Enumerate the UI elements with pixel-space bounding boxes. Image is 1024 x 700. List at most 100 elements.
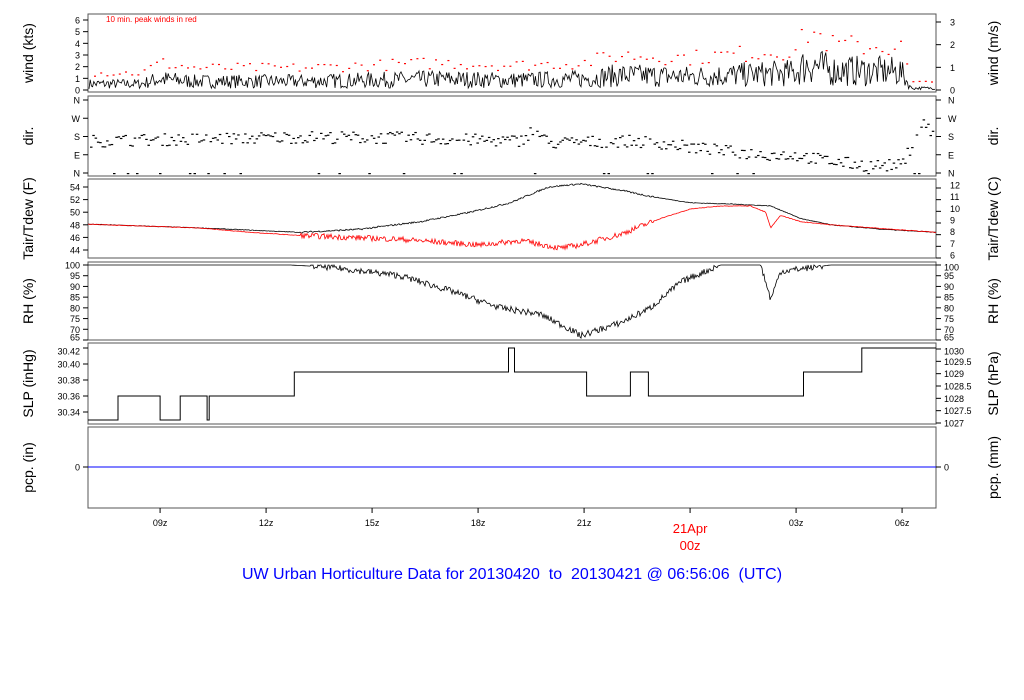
- direction-point: [262, 134, 265, 136]
- direction-point: [625, 146, 629, 148]
- direction-point: [418, 139, 422, 141]
- slp-ylabel-left: SLP (inHg): [20, 349, 36, 417]
- peak-wind-point: [193, 66, 196, 68]
- direction-point: [241, 142, 245, 144]
- rh-tick-label: 95: [70, 271, 80, 281]
- direction-point: [361, 138, 364, 140]
- direction-point: [435, 139, 438, 141]
- rh-tick-label: 75: [70, 314, 80, 324]
- peak-wind-point: [745, 60, 747, 62]
- direction-point: [899, 163, 903, 165]
- rh-tick-label: 65: [70, 333, 80, 343]
- direction-point: [264, 134, 268, 137]
- rh-panel-frame: [87, 261, 937, 341]
- direction-point: [777, 158, 781, 160]
- direction-point: [400, 131, 403, 133]
- direction-point: [145, 138, 148, 141]
- direction-point: [602, 173, 606, 175]
- wind-tick-label-right: 1: [950, 63, 955, 73]
- temp-tick-label-right: 12: [950, 181, 960, 191]
- direction-point: [248, 138, 252, 140]
- rh-tick-label-right: 65: [944, 333, 954, 343]
- direction-point: [897, 159, 900, 161]
- direction-point: [561, 139, 564, 141]
- direction-point: [474, 133, 477, 135]
- direction-point: [809, 161, 813, 163]
- peak-wind-point: [621, 55, 623, 58]
- direction-point: [499, 142, 502, 144]
- temp-tick-label-right: 9: [950, 216, 955, 226]
- dir-tick-label: W: [72, 114, 81, 124]
- peak-wind-point: [131, 74, 134, 76]
- slp-tick-label-right: 1029.5: [944, 357, 972, 367]
- direction-point: [694, 152, 698, 154]
- peak-wind-point: [94, 75, 96, 77]
- direction-point: [221, 142, 224, 144]
- peak-wind-point: [658, 60, 661, 63]
- peak-wind-point: [552, 67, 555, 69]
- slp-tick-label-right: 1028.5: [944, 382, 972, 392]
- direction-point: [320, 132, 323, 134]
- peak-wind-point: [652, 57, 654, 59]
- direction-point: [409, 139, 413, 141]
- direction-point: [285, 133, 288, 136]
- temp-tick-label: 48: [70, 220, 80, 230]
- direction-point: [179, 140, 183, 142]
- direction-point: [244, 133, 247, 135]
- direction-point: [754, 156, 758, 158]
- peak-wind-point: [546, 61, 549, 64]
- direction-point: [522, 143, 525, 145]
- wind-ylabel-left: wind (kts): [20, 23, 36, 84]
- wind-tick-label-right: 3: [950, 18, 955, 28]
- x-tick-label: 21z: [577, 518, 592, 528]
- dir-ylabel-left: dir.: [20, 127, 36, 146]
- direction-point: [326, 134, 330, 136]
- direction-point: [885, 170, 889, 172]
- peak-wind-point: [497, 69, 499, 72]
- direction-point: [720, 149, 723, 151]
- peak-wind-point: [205, 66, 208, 69]
- direction-point: [814, 162, 817, 164]
- slp-tick-label-right: 1028: [944, 394, 964, 404]
- peak-wind-point: [373, 64, 375, 66]
- direction-point: [690, 143, 693, 145]
- direction-point: [780, 153, 783, 156]
- peak-wind-point: [788, 56, 791, 58]
- direction-point: [763, 156, 767, 159]
- peak-wind-point: [800, 28, 803, 31]
- direction-point: [448, 139, 452, 142]
- direction-point: [117, 136, 121, 138]
- peak-wind-point: [354, 62, 357, 64]
- direction-point: [202, 139, 206, 141]
- direction-point: [113, 173, 116, 175]
- peak-wind-point: [633, 58, 636, 60]
- direction-point: [554, 147, 558, 149]
- peak-wind-point: [924, 80, 927, 82]
- direction-point: [865, 170, 868, 172]
- direction-point: [798, 157, 801, 159]
- dir-tick-label: N: [74, 96, 81, 106]
- wind-tick-label-right: 0: [950, 86, 955, 96]
- direction-point: [469, 144, 472, 146]
- pcp-tick-label: 0: [75, 463, 80, 473]
- dir-tick-label-right: W: [948, 114, 957, 124]
- pcp-ylabel-right: pcp. (mm): [985, 436, 1001, 499]
- direction-point: [414, 131, 417, 134]
- temp-ylabel-left: Tair/Tdew (F): [20, 177, 36, 259]
- peak-wind-point: [676, 54, 679, 56]
- wind-tick-label: 6: [75, 16, 80, 26]
- peak-wind-point: [664, 64, 667, 66]
- peak-wind-point: [912, 81, 915, 83]
- rh-tick-label-right: 80: [944, 303, 954, 313]
- tair-series-line: [87, 182, 937, 234]
- direction-point: [451, 138, 454, 140]
- direction-point: [379, 133, 383, 135]
- direction-point: [103, 146, 107, 148]
- direction-point: [444, 143, 447, 145]
- peak-wind-point: [329, 64, 332, 66]
- peak-wind-point: [490, 65, 493, 67]
- direction-point: [589, 144, 592, 147]
- direction-point: [428, 133, 431, 135]
- direction-point: [740, 149, 744, 151]
